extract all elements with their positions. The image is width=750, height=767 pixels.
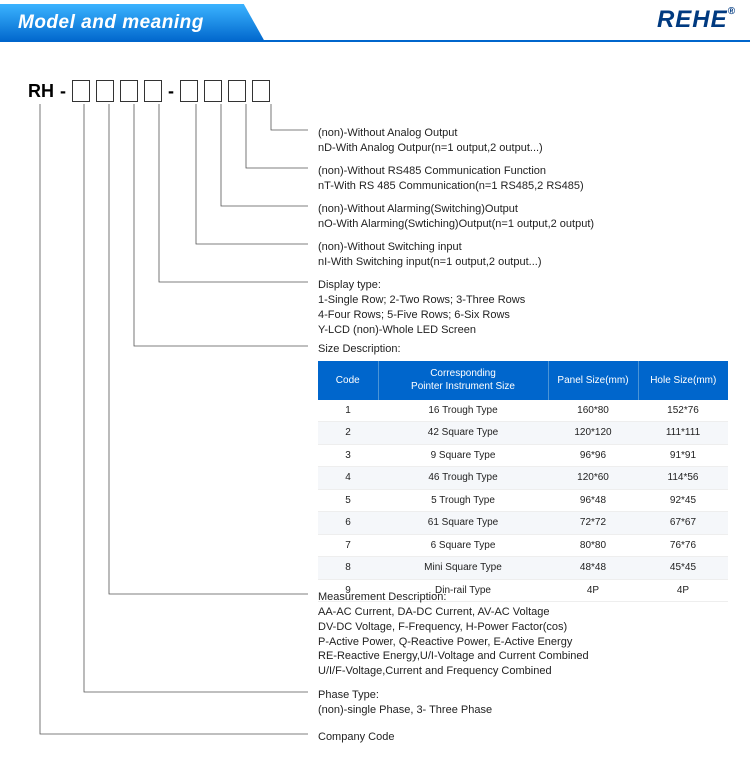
brand-logo: REHE® — [657, 6, 736, 34]
header: Model and meaning REHE® — [0, 0, 750, 48]
header-underline — [0, 40, 750, 42]
connector-lines — [28, 80, 728, 760]
content-area: RH - - (non)-Without Analog OutputnD-Wit… — [28, 80, 730, 757]
header-title: Model and meaning — [0, 4, 265, 42]
